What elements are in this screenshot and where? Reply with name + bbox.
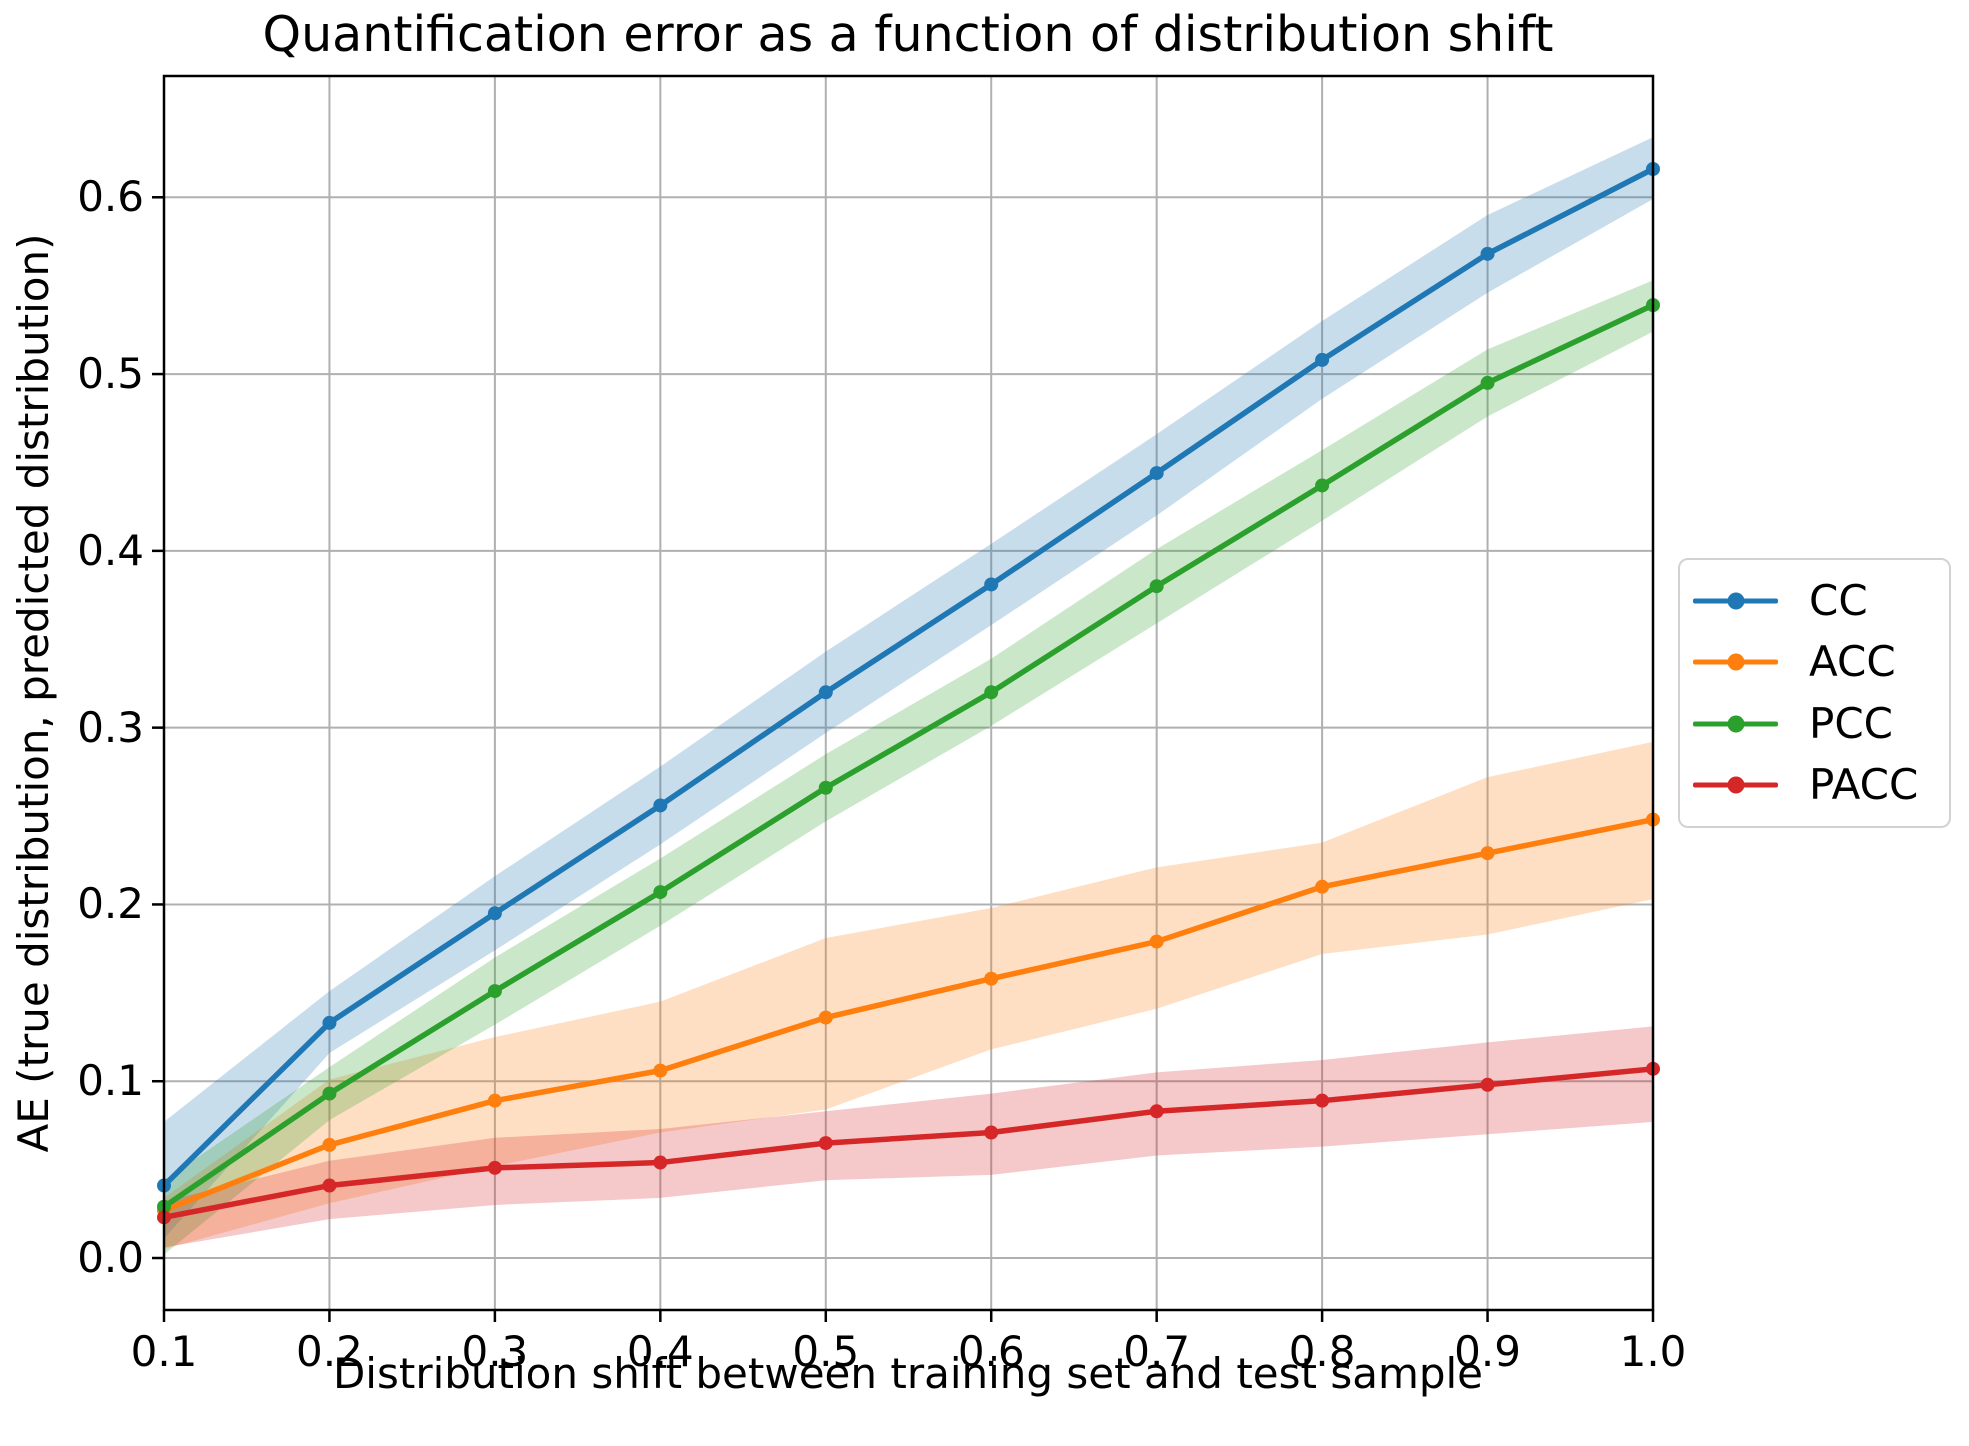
y-tick-label: 0.4 (77, 525, 144, 575)
legend-label-acc: ACC (1809, 637, 1896, 687)
y-tick-label: 0.5 (77, 349, 144, 399)
y-tick-label: 0.6 (77, 172, 144, 222)
x-tick-label: 0.8 (1288, 1327, 1356, 1376)
x-tick-label: 0.4 (626, 1327, 694, 1376)
acc-line-swatch (1693, 651, 1778, 673)
acc-marker-icon (1727, 653, 1744, 671)
legend-item-acc: ACC (1680, 641, 1949, 683)
x-tick-label: 0.6 (957, 1327, 1025, 1376)
x-tick-label: 0.3 (461, 1327, 529, 1376)
legend-item-pacc: PACC (1680, 764, 1949, 806)
line-PACC (163, 1066, 1654, 1221)
plot-border (162, 74, 1655, 1312)
pcc-marker-icon (1727, 715, 1744, 733)
y-tick-label: 0.3 (77, 702, 144, 752)
pacc-marker-icon (1727, 776, 1744, 794)
x-tick-label: 0.1 (130, 1327, 198, 1376)
legend-label-pcc: PCC (1809, 698, 1893, 748)
pacc-line-swatch (1693, 774, 1778, 796)
band-PCC (164, 280, 1653, 1255)
y-tick-label: 0.2 (77, 879, 144, 929)
chart-title: Quantification error as a function of di… (262, 6, 1554, 63)
tick-marks (152, 196, 1655, 1322)
x-tick-label: 0.5 (792, 1327, 860, 1376)
cc-line-swatch (1693, 590, 1778, 612)
legend-label-cc: CC (1809, 575, 1868, 625)
line-CC (162, 166, 1655, 1188)
line-ACC (162, 816, 1654, 1213)
band-CC (164, 137, 1653, 1239)
x-tick-label: 0.7 (1123, 1327, 1191, 1376)
x-tick-label: 0.2 (296, 1327, 363, 1376)
legend-label-pacc: PACC (1809, 760, 1919, 810)
pcc-line-swatch (1693, 713, 1778, 735)
legend: CC ACC PCC PACC (1678, 558, 1951, 828)
y-tick-label: 0.1 (77, 1056, 144, 1106)
y-tick-label: 0.0 (77, 1233, 144, 1283)
markers-ACC (157, 812, 1660, 1218)
cc-marker-icon (1727, 592, 1744, 610)
x-axis-label: Distribution shift between training set … (332, 1349, 1484, 1398)
legend-item-cc: CC (1680, 575, 1949, 625)
legend-item-pcc: PCC (1680, 698, 1949, 748)
markers-CC (157, 161, 1660, 1193)
line-PCC (162, 302, 1655, 1210)
x-tick-label: 1.0 (1619, 1327, 1687, 1376)
x-tick-label: 0.9 (1454, 1327, 1521, 1376)
